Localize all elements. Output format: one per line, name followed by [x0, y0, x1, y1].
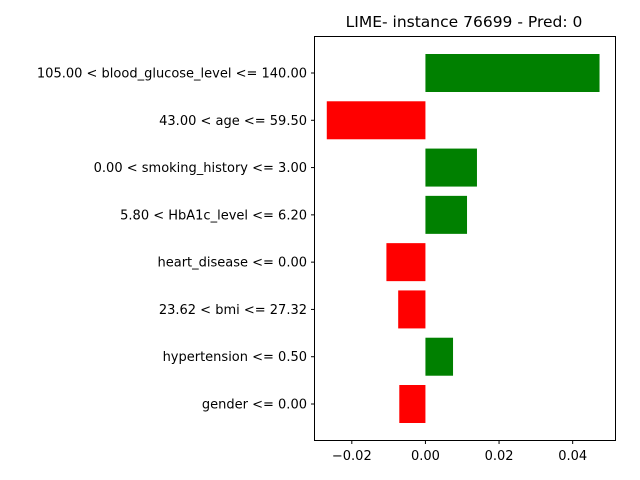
- plot-frame: [314, 36, 616, 441]
- y-tick-label-0: 105.00 < blood_glucose_level <= 140.00: [37, 67, 307, 82]
- bar-1: [326, 101, 426, 140]
- bars-layer: [326, 54, 600, 423]
- y-tick-label-1: 43.00 < age <= 59.50: [159, 114, 307, 129]
- bar-7: [399, 385, 426, 423]
- bar-3: [425, 195, 468, 234]
- x-tick-label-3: 0.04: [558, 449, 587, 464]
- y-tick-label-4: heart_disease <= 0.00: [157, 256, 307, 271]
- bar-5: [398, 290, 426, 329]
- y-axis-labels: 105.00 < blood_glucose_level <= 140.00 43…: [37, 67, 315, 413]
- y-tick-label-6: hypertension <= 0.50: [163, 350, 307, 365]
- x-tick-label-1: 0.00: [411, 449, 440, 464]
- y-tick-label-2: 0.00 < smoking_history <= 3.00: [94, 161, 307, 176]
- bar-2: [425, 148, 477, 187]
- x-axis: −0.02 0.00 0.02 0.04: [332, 440, 587, 464]
- bar-6: [425, 337, 454, 376]
- chart-title: LIME- instance 76699 - Pred: 0: [346, 13, 583, 31]
- bar-4: [386, 243, 426, 282]
- y-tick-label-3: 5.80 < HbA1c_level <= 6.20: [120, 208, 307, 223]
- y-tick-label-5: 23.62 < bmi <= 27.32: [159, 303, 307, 318]
- bar-0: [425, 54, 600, 92]
- y-tick-label-7: gender <= 0.00: [202, 398, 307, 413]
- x-tick-label-2: 0.02: [485, 449, 514, 464]
- x-tick-label-0: −0.02: [332, 449, 372, 464]
